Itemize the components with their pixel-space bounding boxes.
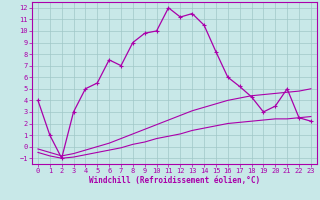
X-axis label: Windchill (Refroidissement éolien,°C): Windchill (Refroidissement éolien,°C) xyxy=(89,176,260,185)
